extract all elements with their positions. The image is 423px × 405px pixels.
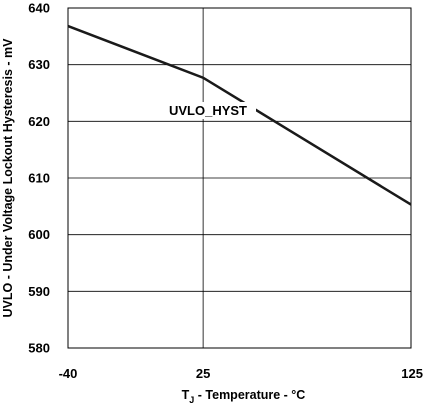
y-tick-label-610: 610 [28,171,50,186]
series-label-uvlo-hyst: UVLO_HYST [169,103,247,118]
x-tick-labels: -40 25 125 [59,366,423,381]
x-tick-label-25: 25 [196,366,210,381]
y-axis-label: UVLO - Under Voltage Lockout Hysteresis … [1,38,15,318]
x-tick-label-125: 125 [401,366,423,381]
x-axis-label: TJ - Temperature - °C [182,388,306,405]
y-tick-label-580: 580 [28,341,50,356]
x-axis-label-main: T [182,388,190,402]
series-group [67,24,412,206]
x-tick-label--40: -40 [59,366,78,381]
x-axis-label-subscript: J [189,395,194,405]
series-line-uvlo-hyst [67,24,412,206]
grid-lines [68,8,411,348]
plot-frame [67,7,412,349]
x-axis-label-rest: - Temperature - °C [194,388,305,402]
y-tick-label-640: 640 [28,1,50,16]
y-tick-label-630: 630 [28,57,50,72]
y-tick-label-620: 620 [28,114,50,129]
y-tick-label-600: 600 [28,227,50,242]
y-tick-label-590: 590 [28,284,50,299]
annotation-background [160,102,256,119]
y-tick-labels: 580 590 600 610 620 630 640 [28,1,50,356]
